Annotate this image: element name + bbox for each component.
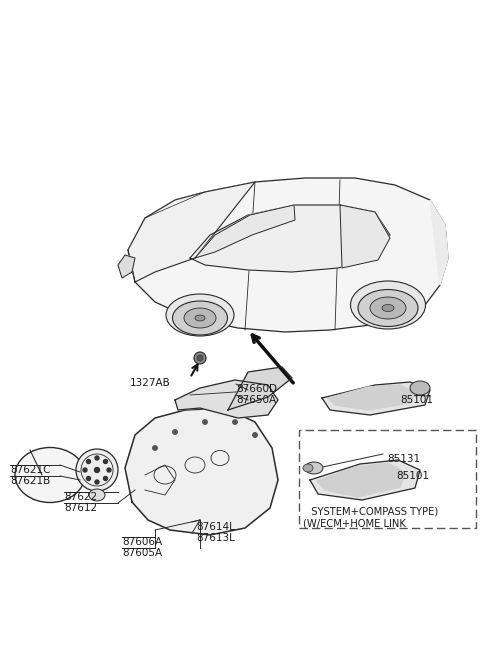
Ellipse shape (172, 430, 178, 434)
Ellipse shape (232, 419, 238, 424)
Text: (W/ECM+HOME LINK: (W/ECM+HOME LINK (303, 519, 406, 529)
Ellipse shape (166, 294, 234, 336)
Ellipse shape (83, 468, 87, 472)
Polygon shape (190, 205, 390, 272)
Text: 87660D: 87660D (236, 384, 277, 394)
Ellipse shape (194, 352, 206, 364)
Ellipse shape (104, 459, 108, 464)
Ellipse shape (303, 464, 313, 472)
Text: 85101: 85101 (400, 395, 433, 405)
Ellipse shape (195, 315, 205, 321)
Text: 87614L: 87614L (196, 522, 235, 532)
Polygon shape (317, 463, 406, 497)
Ellipse shape (76, 449, 118, 491)
Polygon shape (328, 385, 415, 410)
Ellipse shape (95, 468, 99, 472)
Ellipse shape (184, 308, 216, 328)
Ellipse shape (410, 381, 430, 395)
Ellipse shape (153, 445, 157, 451)
Text: 87622: 87622 (64, 492, 97, 502)
Ellipse shape (203, 419, 207, 424)
Polygon shape (125, 408, 278, 535)
Ellipse shape (107, 468, 111, 472)
Ellipse shape (95, 480, 99, 484)
Text: 87621C: 87621C (10, 465, 50, 475)
Ellipse shape (86, 476, 91, 480)
Polygon shape (228, 367, 292, 410)
Ellipse shape (15, 447, 85, 502)
Ellipse shape (305, 462, 323, 474)
Ellipse shape (86, 459, 91, 464)
Ellipse shape (358, 289, 418, 327)
Polygon shape (322, 382, 430, 415)
Polygon shape (128, 178, 448, 332)
Ellipse shape (382, 304, 394, 312)
Ellipse shape (197, 355, 203, 361)
Ellipse shape (172, 301, 228, 335)
Polygon shape (128, 182, 255, 282)
Polygon shape (430, 200, 448, 285)
Ellipse shape (252, 432, 257, 438)
Ellipse shape (104, 476, 108, 480)
Text: 1327AB: 1327AB (130, 378, 171, 388)
Text: 87605A: 87605A (122, 548, 162, 558)
Text: 87650A: 87650A (236, 395, 276, 405)
Ellipse shape (89, 489, 105, 501)
Text: 85101: 85101 (396, 471, 429, 481)
Polygon shape (195, 205, 295, 258)
Ellipse shape (95, 456, 99, 460)
Text: 85131: 85131 (387, 454, 420, 464)
Ellipse shape (350, 281, 425, 329)
Text: 87606A: 87606A (122, 537, 162, 547)
Text: 87613L: 87613L (196, 533, 235, 543)
Polygon shape (340, 205, 390, 268)
Bar (299, 430, 476, 528)
Polygon shape (310, 460, 420, 500)
Polygon shape (118, 255, 135, 278)
Text: SYSTEM+COMPASS TYPE): SYSTEM+COMPASS TYPE) (305, 507, 438, 517)
Ellipse shape (370, 297, 406, 319)
Text: 87612: 87612 (64, 503, 97, 513)
Polygon shape (175, 380, 278, 418)
Text: 87621B: 87621B (10, 476, 50, 486)
